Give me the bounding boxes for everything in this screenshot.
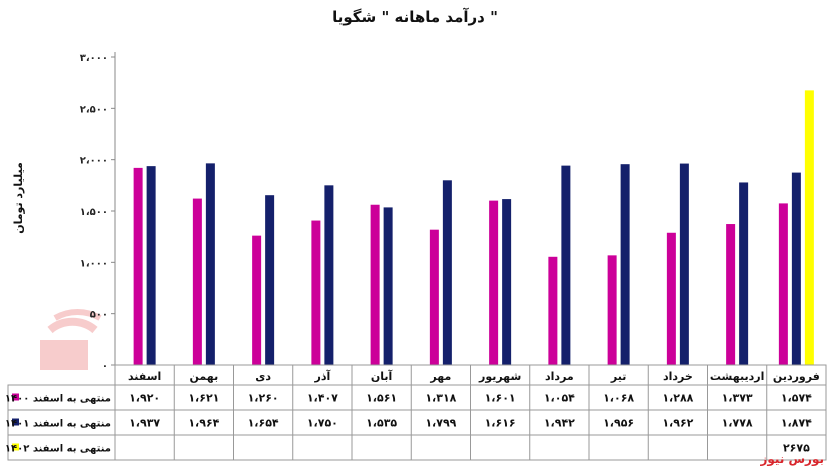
data-label: ۱،۶۱۶ — [485, 417, 516, 430]
data-label: ۱،۵۳۵ — [366, 417, 397, 430]
category-label: آذر — [314, 369, 331, 383]
y-tick-label: ۱،۵۰۰ — [80, 207, 108, 218]
data-label: ۲۶۷۵ — [783, 442, 810, 455]
data-label: ۱،۹۲۰ — [129, 392, 160, 405]
legend-label: منتهی به اسفند ۱۴۰۲ — [5, 444, 111, 455]
bar-1 — [311, 220, 321, 365]
category-label: مرداد — [545, 370, 574, 383]
data-label: ۱،۴۰۷ — [307, 392, 338, 405]
bar-2 — [383, 207, 393, 365]
bar-2 — [502, 199, 512, 365]
data-label: ۱،۶۲۱ — [188, 392, 219, 405]
data-label: ۱،۶۵۴ — [248, 417, 279, 430]
data-label: ۱،۳۱۸ — [425, 392, 456, 405]
category-label: اردیبهشت — [710, 370, 764, 383]
data-label: ۱،۰۵۴ — [544, 392, 575, 405]
legend-swatch — [12, 443, 19, 451]
y-tick-label: ۵۰۰ — [90, 310, 108, 321]
bar-3 — [804, 90, 814, 365]
bar-1 — [133, 167, 143, 365]
data-label: ۱،۳۷۳ — [722, 392, 753, 405]
chart-title: درآمد ماهانه " شگویا " — [332, 8, 498, 26]
category-label: دی — [255, 370, 271, 383]
bar-1 — [548, 256, 558, 365]
bar-1 — [607, 255, 617, 365]
category-label: تیر — [610, 370, 626, 383]
y-axis-label: میلیارد تومان — [12, 162, 25, 234]
legend-swatch — [12, 393, 19, 401]
data-label: ۱،۲۸۸ — [662, 392, 693, 405]
y-tick-label: ۲،۰۰۰ — [80, 156, 108, 167]
data-label: ۱،۵۶۱ — [366, 392, 397, 405]
y-tick-label: ۲،۵۰۰ — [80, 104, 108, 115]
category-label: فروردین — [773, 370, 820, 383]
legend-label: منتهی به اسفند ۱۴۰۰ — [5, 394, 111, 405]
y-tick-label: ۰ — [102, 361, 108, 372]
bar-2 — [265, 195, 275, 365]
watermark-logo — [40, 309, 102, 370]
category-label: اسفند — [128, 370, 161, 383]
bars — [133, 90, 814, 365]
category-label: شهریور — [478, 370, 521, 383]
bar-1 — [726, 224, 736, 365]
bar-2 — [205, 163, 215, 365]
data-label: ۱،۶۰۱ — [485, 392, 516, 405]
bar-2 — [442, 180, 452, 365]
brand-label: بورس نیوز — [759, 452, 824, 467]
data-label: ۱،۹۴۲ — [544, 417, 575, 430]
legend-swatch — [12, 418, 19, 426]
category-label: بهمن — [190, 370, 219, 383]
bar-2 — [324, 185, 334, 365]
y-ticks: ۰ ۵۰۰ ۱،۰۰۰ ۱،۵۰۰ ۲،۰۰۰ ۲،۵۰۰ ۳،۰۰۰ — [80, 53, 115, 372]
y-tick-label: ۱،۰۰۰ — [80, 258, 108, 269]
data-label: ۱،۰۶۸ — [603, 392, 634, 405]
data-label: ۱،۷۹۹ — [425, 417, 456, 430]
bar-2 — [146, 166, 156, 365]
data-label: ۱،۷۷۸ — [722, 417, 753, 430]
bar-1 — [429, 229, 439, 365]
bar-2 — [739, 182, 749, 365]
bar-2 — [620, 164, 630, 365]
data-label: ۱،۹۳۷ — [129, 417, 160, 430]
data-label: ۱،۵۷۴ — [781, 392, 812, 405]
data-label: ۱،۸۷۴ — [781, 417, 812, 430]
bar-2 — [679, 163, 689, 365]
bar-2 — [561, 165, 571, 365]
data-label: ۱،۹۶۲ — [662, 417, 693, 430]
legend-label: منتهی به اسفند ۱۴۰۱ — [5, 419, 111, 430]
category-label: آبان — [371, 369, 393, 383]
bar-1 — [192, 198, 202, 365]
y-tick-label: ۳،۰۰۰ — [80, 53, 108, 64]
bar-1 — [489, 200, 499, 365]
bar-2 — [791, 172, 801, 365]
data-label: ۱،۷۵۰ — [307, 417, 338, 430]
bar-1 — [666, 232, 676, 365]
bar-1 — [778, 203, 788, 365]
bar-1 — [252, 235, 262, 365]
data-label: ۱،۲۶۰ — [248, 392, 279, 405]
category-label: مهر — [429, 370, 451, 383]
data-label: ۱،۹۶۴ — [188, 417, 219, 430]
data-label: ۱،۹۵۶ — [603, 417, 634, 430]
bar-1 — [370, 204, 380, 365]
category-label: خرداد — [663, 370, 693, 383]
data-table: فروردین اردیبهشت خرداد تیر مرداد شهریور مهر آبا… — [5, 364, 827, 461]
